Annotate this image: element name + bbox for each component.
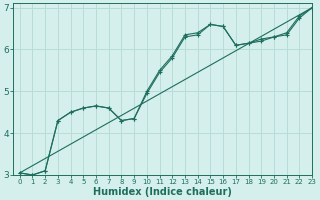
X-axis label: Humidex (Indice chaleur): Humidex (Indice chaleur) [93, 187, 232, 197]
